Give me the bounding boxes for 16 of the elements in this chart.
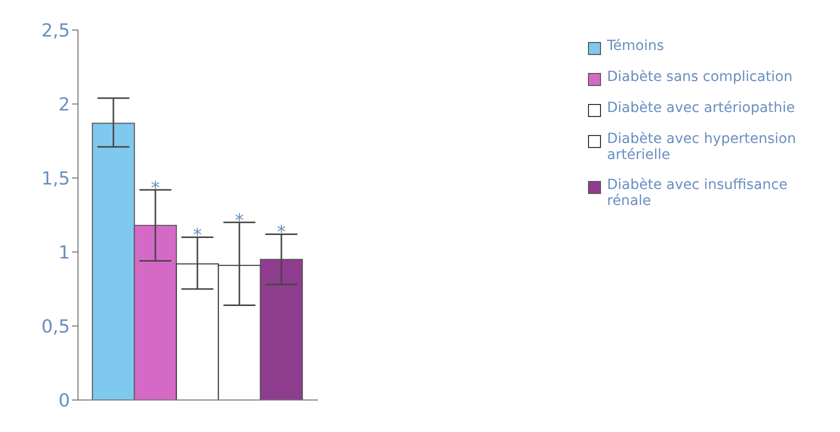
- legend-label: Diabète avec hypertension artérielle: [607, 131, 797, 163]
- data-label: *: [234, 210, 244, 232]
- data-label: *: [150, 178, 160, 199]
- legend-label: Diabète avec insuffisance rénale: [607, 177, 788, 209]
- y-tick-label: 0: [58, 390, 70, 412]
- y-tick-label: 2: [58, 94, 70, 116]
- legend-label: Diabète sans complication: [607, 69, 792, 85]
- data-label: *: [192, 225, 202, 246]
- bar: [260, 258, 303, 400]
- legend-label: Diabète avec artériopathie: [607, 100, 795, 116]
- legend-label: Témoins: [607, 38, 664, 54]
- y-tick-label: 2,5: [41, 20, 70, 42]
- data-label: *: [276, 222, 286, 244]
- y-tick-label: 1,5: [41, 168, 70, 190]
- y-tick-label: 1: [58, 242, 70, 264]
- y-tick-label: 0,5: [41, 316, 70, 338]
